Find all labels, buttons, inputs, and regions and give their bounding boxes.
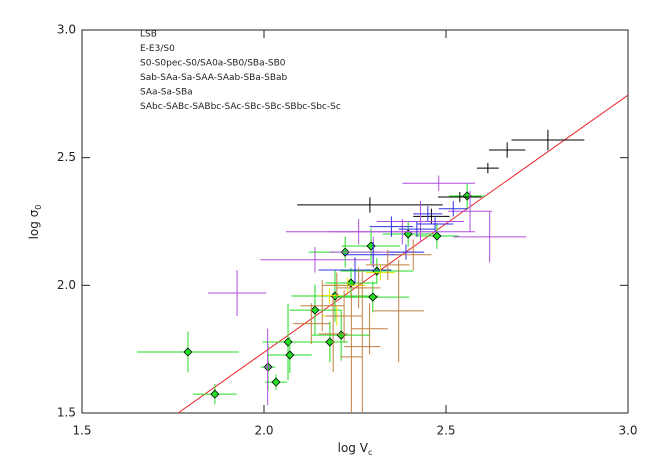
point	[368, 292, 378, 302]
x-tick-label: 1.5	[72, 424, 91, 438]
point	[271, 377, 281, 387]
x-axis-label: log Vc	[338, 441, 373, 457]
point	[372, 266, 382, 276]
legend-entry: SAbc-SABc-SABbc-SAc-SBc-SBc-SBbc-Sbc-Sc	[140, 102, 341, 112]
plot-frame	[81, 29, 629, 414]
point	[366, 241, 376, 251]
x-tick-label: 3.0	[618, 424, 637, 438]
legend-entry: S0-S0pec-S0/SA0a-SB0/SBa-SB0	[140, 59, 286, 69]
y-tick-label: 2.0	[57, 278, 76, 292]
y-tick-label: 2.5	[57, 150, 76, 164]
point	[210, 389, 220, 399]
point	[432, 231, 442, 241]
legend-entry: Sab-SAa-Sa-SAA-SAab-SBa-SBab	[140, 73, 288, 83]
point	[310, 305, 320, 315]
x-tick-label: 2.5	[436, 424, 455, 438]
legend-entry: E-E3/S0	[140, 44, 175, 54]
legend-entry: SAa-Sa-SBa	[140, 88, 193, 98]
point	[403, 229, 413, 239]
point	[285, 350, 295, 360]
y-tick-label: 1.5	[57, 406, 76, 420]
point	[283, 337, 293, 347]
y-axis-label: log σ0	[27, 205, 43, 240]
point	[183, 347, 193, 357]
y-tick-label: 3.0	[57, 23, 76, 37]
point	[325, 337, 335, 347]
legend-entry: LSB	[140, 30, 157, 40]
fit-line	[177, 94, 628, 413]
x-tick-label: 2.0	[254, 424, 273, 438]
point	[330, 291, 340, 301]
